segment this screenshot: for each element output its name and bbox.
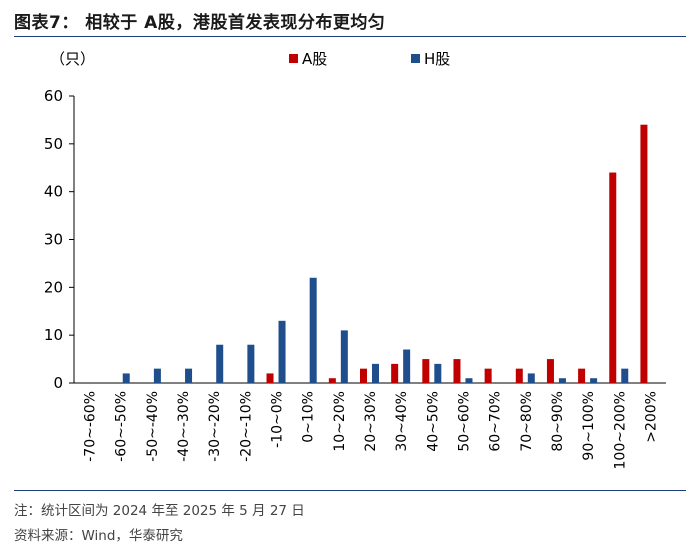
bar-chart: 0 10 20 30 40 50 60 -70~-60% -60~-50% -50~-40% -40…	[44, 50, 666, 469]
bar-a-share	[266, 373, 274, 383]
bar-h-share	[527, 373, 535, 383]
y-tick-label: 60	[44, 87, 63, 105]
x-tick-label: 10~20%	[332, 391, 348, 452]
y-tick-label: 30	[44, 231, 63, 249]
footer-rule	[14, 490, 686, 491]
x-tick-label: -30~-20%	[207, 391, 223, 462]
legend-swatch	[411, 54, 420, 63]
y-tick-label: 0	[53, 374, 63, 392]
bar-a-share	[578, 368, 586, 383]
bar-h-share	[403, 349, 411, 383]
bar-h-share	[621, 368, 629, 383]
bar-a-share	[328, 378, 336, 383]
x-tick-label: -50~-40%	[145, 391, 161, 462]
bar-h-share	[185, 368, 193, 383]
x-tick-label: 30~40%	[394, 391, 410, 452]
bar-a-share	[391, 363, 399, 383]
bar-h-share	[558, 378, 566, 383]
x-tick-label: -10~0%	[270, 391, 286, 448]
x-tick-label: 0~10%	[301, 391, 317, 443]
bar-h-share	[309, 277, 317, 383]
y-tick-label: 10	[44, 326, 63, 344]
x-tick-label: 80~90%	[550, 391, 566, 452]
source-text: 资料来源：Wind，华泰研究	[14, 528, 183, 544]
bar-h-share	[340, 330, 348, 383]
x-tick-label: 20~30%	[363, 391, 379, 452]
x-tick-label: >200%	[643, 391, 659, 443]
x-tick-label: 60~70%	[488, 391, 504, 452]
bar-a-share	[546, 359, 554, 383]
note-text: 注：统计区间为 2024 年至 2025 年 5 月 27 日	[14, 503, 305, 519]
bar-a-share	[515, 368, 523, 383]
legend-swatch	[289, 54, 298, 63]
y-tick-label: 40	[44, 183, 63, 201]
y-tick-label: 20	[44, 278, 63, 296]
legend-label: A股	[302, 50, 327, 68]
bar-a-share	[609, 172, 617, 383]
bar-h-share	[153, 368, 161, 383]
bar-a-share	[422, 359, 430, 383]
bar-h-share	[590, 378, 598, 383]
bar-h-share	[465, 378, 473, 383]
bar-a-share	[453, 359, 461, 383]
bar-h-share	[434, 363, 442, 383]
x-tick-label: 70~80%	[519, 391, 535, 452]
bar-h-share	[216, 344, 224, 383]
y-axis-unit: （只）	[50, 50, 96, 68]
bar-a-share	[640, 124, 648, 383]
bar-h-share	[372, 363, 379, 383]
x-tick-label: -60~-50%	[114, 391, 130, 462]
y-tick-label: 50	[44, 135, 63, 153]
x-tick-label: 40~50%	[425, 391, 441, 452]
chart-title: 图表7： 相较于 A股，港股首发表现分布更均匀	[14, 13, 386, 33]
x-tick-label: -70~-60%	[83, 391, 99, 462]
x-tick-label: -20~-10%	[238, 391, 254, 462]
x-tick-label: -40~-30%	[176, 391, 192, 462]
legend-label: H股	[424, 50, 450, 68]
bar-a-share	[484, 368, 492, 383]
title-rule	[14, 36, 686, 37]
bar-h-share	[278, 320, 286, 383]
bar-h-share	[122, 373, 130, 383]
x-tick-label: 90~100%	[581, 391, 597, 461]
x-tick-label: 50~60%	[456, 391, 472, 452]
bar-h-share	[247, 344, 255, 383]
x-tick-label: 100~200%	[612, 391, 628, 469]
bar-a-share	[360, 368, 367, 383]
